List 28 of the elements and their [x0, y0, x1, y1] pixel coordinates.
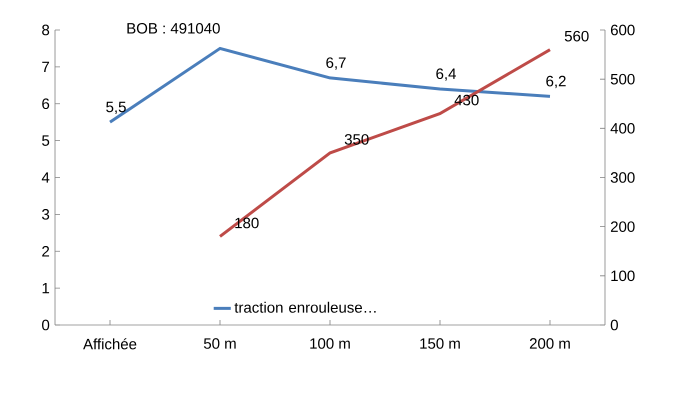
annotation: BOB : 491040 — [127, 23, 220, 34]
x-tick-label: 150 m — [420, 338, 460, 349]
y-tick-label: 7 — [42, 62, 50, 72]
data-label: 560 — [564, 30, 589, 42]
y-tick-label: 8 — [42, 24, 50, 36]
data-label: 5,5 — [106, 102, 126, 114]
y2-tick-label: 100 — [611, 270, 635, 282]
y-tick-label: 5 — [42, 135, 50, 146]
y-tick-label: 1 — [42, 282, 50, 294]
y2-tick-label: 400 — [610, 123, 635, 134]
y2-tick-label: 200 — [610, 221, 635, 232]
data-label: 6,7 — [326, 57, 346, 70]
data-label: 6,4 — [436, 68, 456, 81]
y-tick-label: 4 — [42, 172, 50, 183]
y2-tick-label: 600 — [610, 24, 635, 36]
y-tick-label: 6 — [42, 98, 50, 110]
x-tick-label: Affichée — [83, 338, 136, 350]
y2-tick-label: 0 — [610, 320, 618, 330]
x-tick-label: 200 m — [530, 338, 570, 349]
y-tick-label: 0 — [42, 320, 50, 330]
x-tick-label: 100 m — [310, 338, 350, 349]
y2-tick-label: 500 — [610, 74, 635, 84]
y2-tick-label: 300 — [610, 172, 635, 183]
data-label: 6,2 — [546, 76, 566, 88]
legend-label: traction enrouleuse… — [234, 302, 376, 313]
x-tick-label: 50 m — [204, 338, 236, 349]
y-tick-label: 2 — [42, 246, 50, 256]
y-tick-label: 3 — [42, 209, 50, 220]
